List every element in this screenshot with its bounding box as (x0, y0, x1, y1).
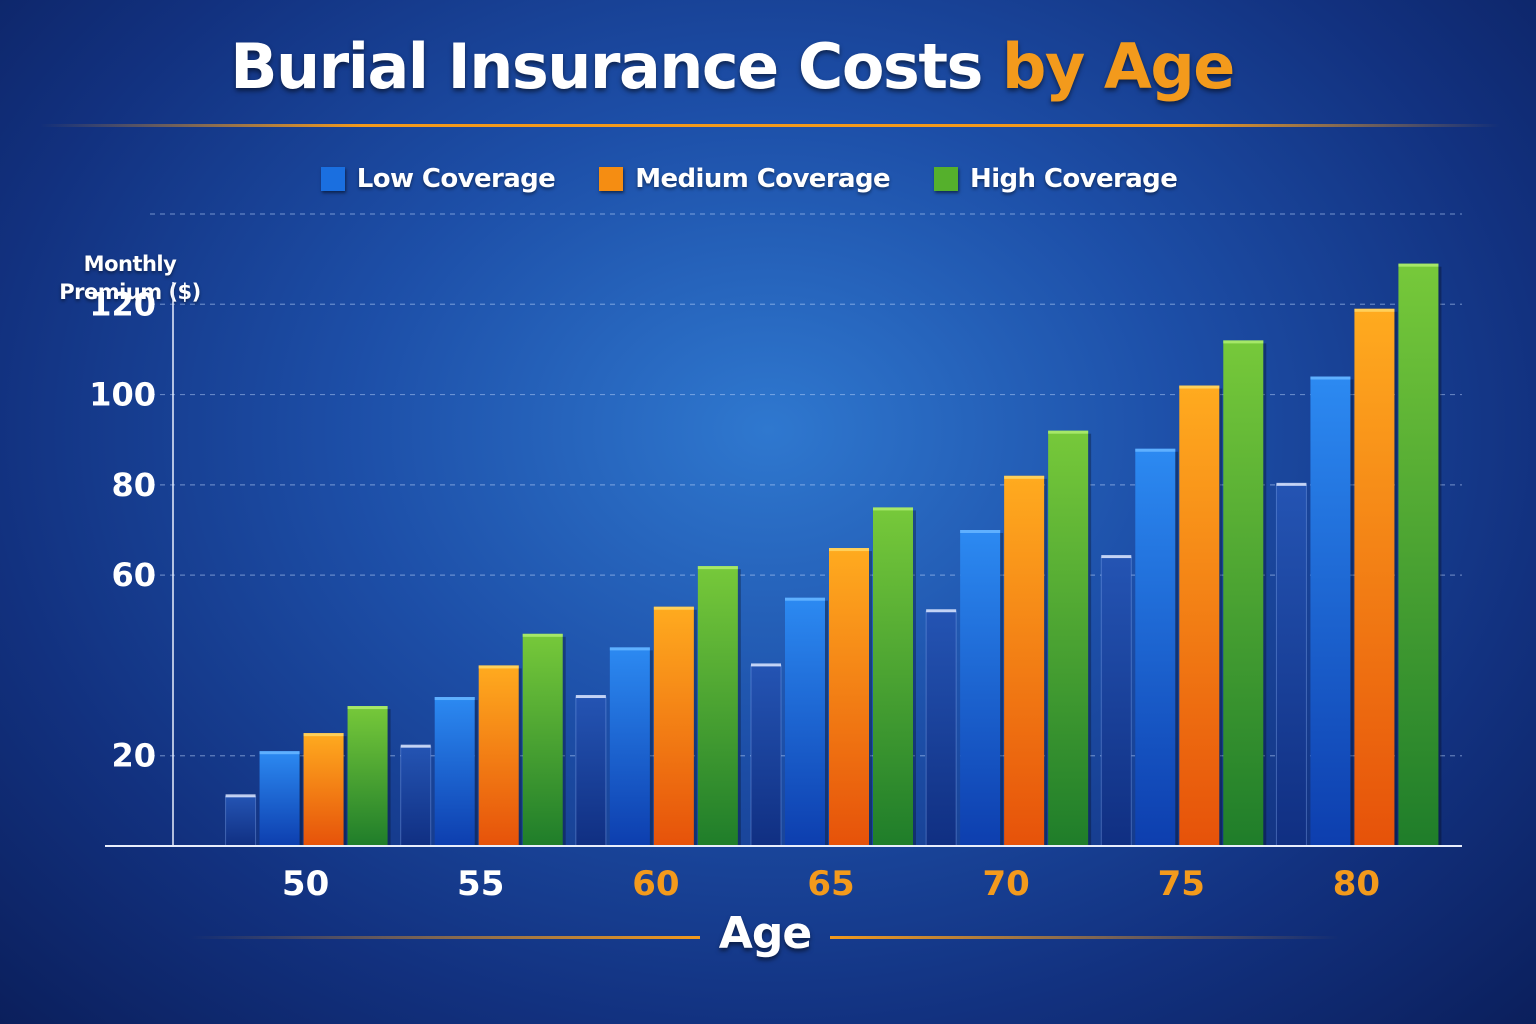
y-axis-label-line-1: Monthly (83, 252, 177, 276)
y-tick-label: 100 (89, 376, 156, 414)
bar-ghost (575, 696, 607, 847)
axes (105, 282, 1462, 847)
bar-high (347, 706, 388, 846)
bar-high (697, 566, 738, 846)
bar-low (1135, 448, 1176, 846)
legend-swatch-high (934, 167, 959, 191)
bar-low (434, 697, 475, 846)
bar-low (785, 597, 825, 846)
bar-high-cap (1398, 263, 1439, 267)
bar-ghost-cap (926, 609, 957, 613)
bar-ghost-cap (1276, 482, 1307, 486)
bar-medium-cap (303, 733, 344, 737)
title-underline (40, 124, 1500, 127)
bar-medium-cap (1354, 308, 1395, 312)
bar-high (522, 633, 563, 846)
chart-title: Burial Insurance Costs by Age (0, 30, 1464, 103)
bar-high (1223, 340, 1264, 846)
bar-medium (303, 733, 344, 846)
bar-low-cap (609, 647, 650, 651)
x-axis-title-group: Age (190, 908, 1340, 968)
bar-ghost (1275, 484, 1307, 847)
bar-low (259, 751, 300, 846)
x-tick-label: 80 (1333, 864, 1380, 904)
y-tick-label: 80 (111, 466, 156, 504)
x-tick-label: 65 (807, 864, 854, 904)
bar-low-cap (434, 697, 475, 701)
y-axis-label-line-2: Premium ($) (59, 280, 201, 304)
x-axis-label: Age (718, 908, 812, 959)
bar-high-cap (522, 633, 563, 637)
bar-ghost-cap (575, 695, 606, 699)
bar-low (609, 647, 650, 846)
bar-medium (1179, 385, 1220, 846)
x-tick-label: 70 (982, 864, 1029, 904)
bar-ghost-cap (751, 663, 781, 667)
bar-low-cap (259, 751, 300, 755)
bar-ghost-cap (225, 794, 256, 798)
bar-high (873, 507, 913, 846)
bar-medium (1354, 308, 1395, 846)
bar-medium-cap (1179, 385, 1220, 389)
legend-swatch-medium (599, 167, 624, 191)
bar-medium (653, 606, 694, 846)
x-tick-label: 75 (1158, 864, 1205, 904)
bar-high (1398, 263, 1439, 847)
y-tick-label: 20 (111, 737, 156, 775)
bar-high-cap (697, 566, 738, 570)
y-axis-label: Monthly Premium ($) (40, 250, 220, 306)
x-axis-title-rule-right (830, 936, 1340, 939)
bar-high-cap (873, 507, 913, 511)
bars (225, 263, 1442, 847)
bar-low-cap (960, 530, 1001, 533)
x-axis-title-rule-left (190, 936, 700, 939)
bar-low-cap (1310, 376, 1351, 380)
bar-medium-cap (478, 665, 519, 669)
bar-ghost (1100, 556, 1132, 847)
y-tick-label: 60 (111, 556, 156, 594)
bar-ghost-cap (1101, 555, 1132, 559)
bar-medium-cap (829, 548, 869, 552)
bar-medium (829, 548, 869, 846)
bar-ghost (225, 795, 257, 847)
bar-ghost (750, 664, 782, 847)
legend-label-low: Low Coverage (356, 164, 556, 194)
legend-label-high: High Coverage (970, 164, 1178, 194)
bar-medium (1004, 475, 1045, 846)
x-tick-label: 50 (282, 864, 329, 904)
legend: Low Coverage Medium Coverage High Covera… (0, 164, 1498, 194)
bar-ghost-cap (400, 744, 431, 748)
bar-high-cap (347, 706, 388, 710)
bar-high (1048, 430, 1089, 846)
x-tick-label: 55 (457, 864, 504, 904)
bar-low-cap (1135, 448, 1176, 452)
y-tick-label: 120 (89, 285, 156, 323)
legend-item-low: Low Coverage (320, 164, 556, 194)
x-axis-ticks: 50 55 60 65 70 75 80 (282, 864, 1380, 904)
bar-high-cap (1223, 340, 1264, 344)
y-axis-ticks: 20 60 80 100 120 (89, 285, 156, 774)
legend-item-high: High Coverage (934, 164, 1178, 194)
bar-low-cap (785, 597, 825, 601)
bar-low (1310, 376, 1351, 846)
bar-ghost (925, 610, 957, 847)
legend-item-medium: Medium Coverage (599, 164, 891, 194)
bar-ghost (400, 746, 432, 847)
chart-title-accent: by Age (1001, 30, 1235, 103)
legend-swatch-low (320, 167, 345, 191)
bar-medium-cap (653, 606, 694, 610)
chart-title-main: Burial Insurance Costs (230, 30, 983, 103)
bar-low (960, 530, 1001, 846)
bar-medium (478, 665, 519, 846)
bar-medium-cap (1004, 475, 1045, 479)
x-tick-label: 60 (632, 864, 679, 904)
legend-label-medium: Medium Coverage (635, 164, 891, 194)
bar-high-cap (1048, 430, 1089, 434)
